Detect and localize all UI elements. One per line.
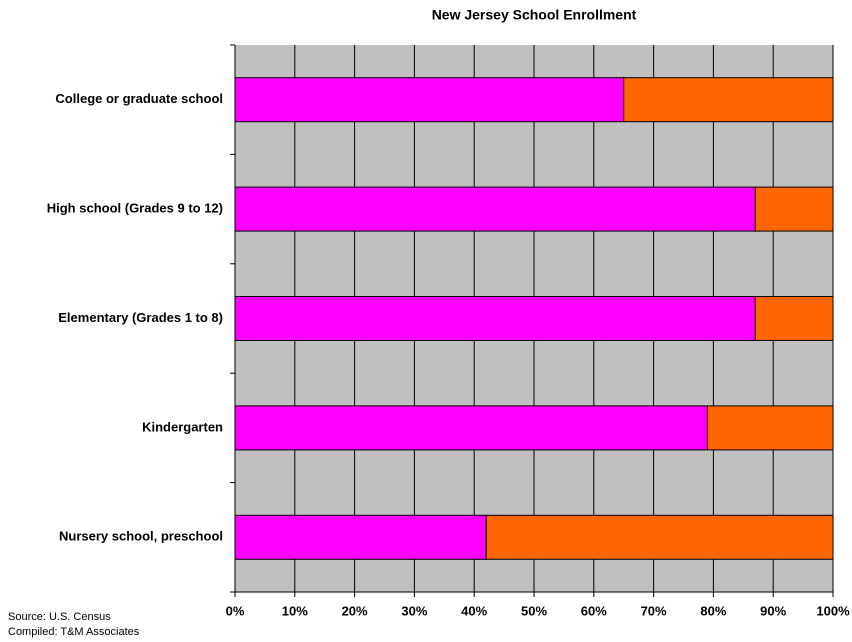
bar-segment xyxy=(234,186,756,232)
source-note: Source: U.S. Census xyxy=(8,611,111,623)
bar-segment xyxy=(706,405,834,451)
y-tick-label: High school (Grades 9 to 12) xyxy=(47,201,223,216)
bar-segment xyxy=(485,514,834,560)
y-tick-label: Elementary (Grades 1 to 8) xyxy=(58,310,223,325)
bar-segment xyxy=(234,296,756,341)
y-tick-label: Kindergarten xyxy=(142,419,223,434)
chart-title: New Jersey School Enrollment xyxy=(432,7,637,23)
x-tick-label: 70% xyxy=(641,603,667,618)
compiled-note: Compiled: T&M Associates xyxy=(8,626,140,638)
x-tick-label: 60% xyxy=(581,603,607,618)
bar-segment xyxy=(754,186,834,232)
bar-segment xyxy=(623,77,834,123)
y-tick-label: Nursery school, preschool xyxy=(59,529,223,544)
bar-segment xyxy=(234,405,708,451)
y-tick-label: College or graduate school xyxy=(55,91,223,106)
x-tick-label: 30% xyxy=(401,603,427,618)
x-tick-label: 0% xyxy=(226,603,245,618)
bar-segment xyxy=(754,296,834,341)
x-tick-label: 80% xyxy=(700,603,726,618)
bar-segment xyxy=(234,77,625,123)
x-tick-label: 40% xyxy=(461,603,487,618)
x-tick-label: 90% xyxy=(760,603,786,618)
x-tick-label: 10% xyxy=(282,603,308,618)
x-tick-label: 50% xyxy=(521,603,547,618)
x-tick-label: 100% xyxy=(816,603,850,618)
bar-segment xyxy=(234,514,487,560)
x-tick-label: 20% xyxy=(342,603,368,618)
